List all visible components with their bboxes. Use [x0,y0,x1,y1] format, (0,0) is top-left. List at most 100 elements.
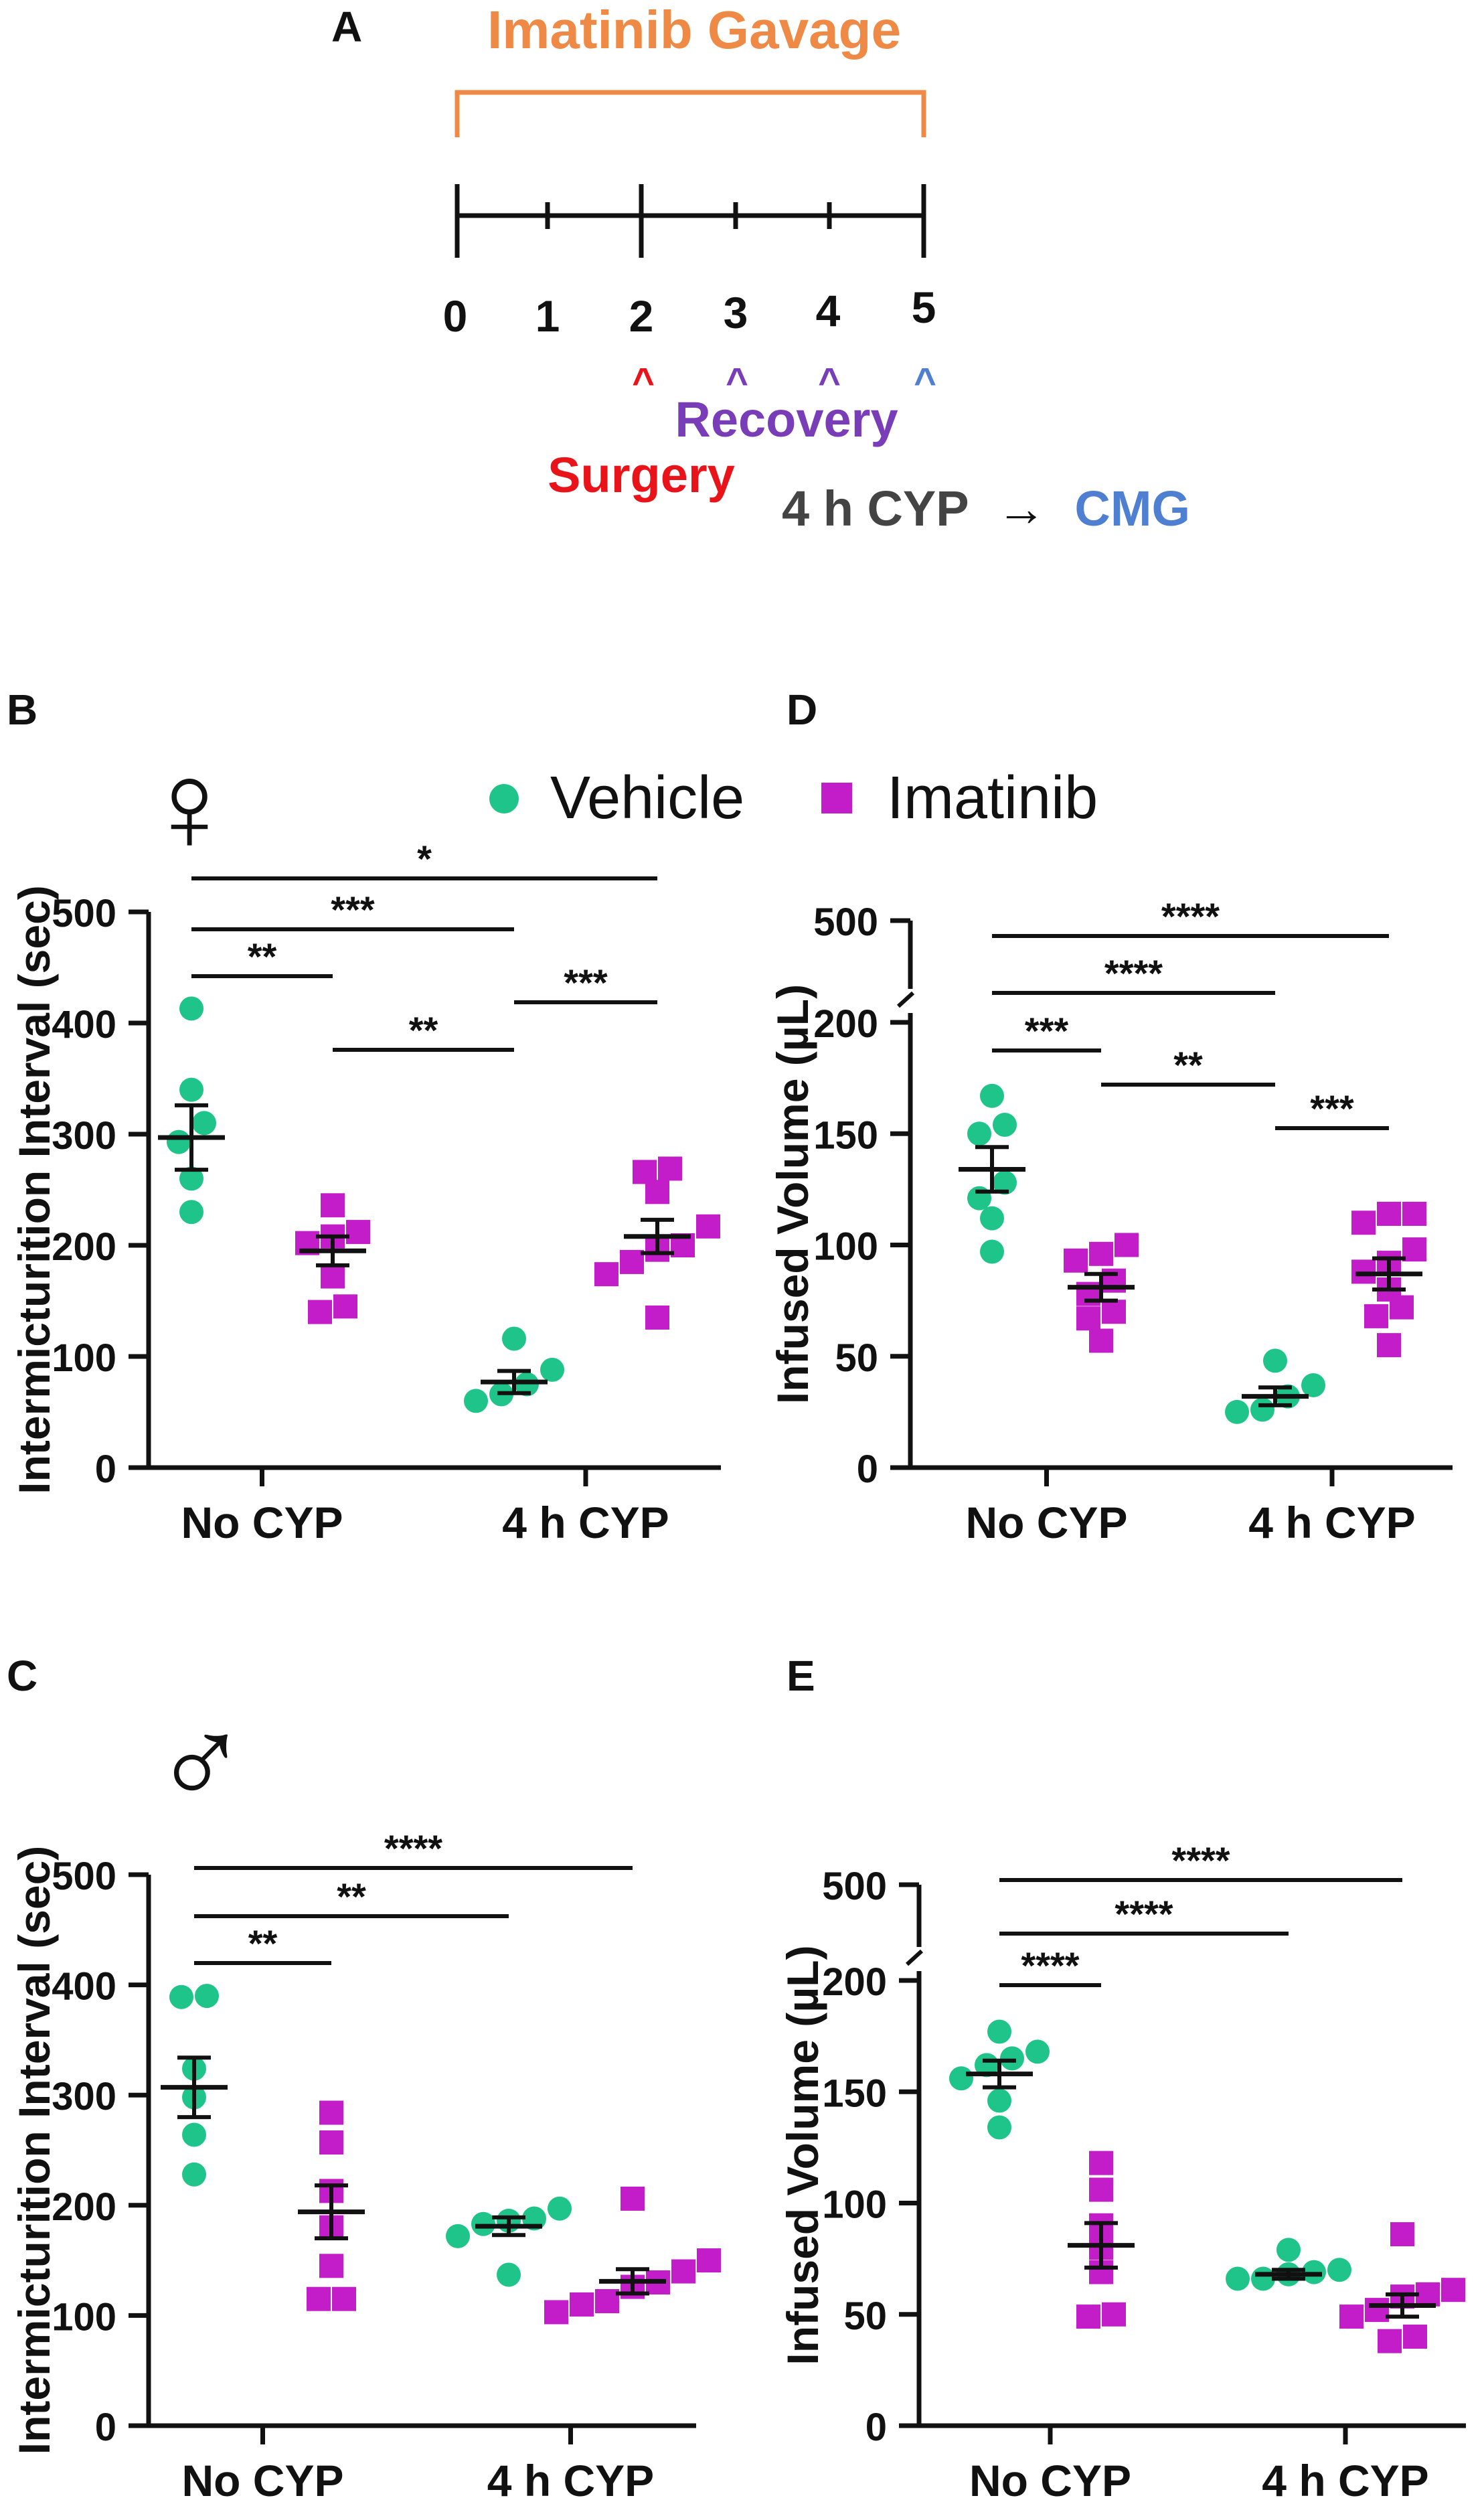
imatinib-point [308,1300,332,1324]
imatinib-point [620,1249,644,1274]
y-tick-label: 0 [95,2406,116,2449]
vehicle-point [540,1357,564,1382]
vehicle-point [502,1326,526,1351]
significance-label: *** [1025,1010,1069,1052]
recovery-caret: ^ [726,360,748,404]
significance-label: ** [248,1922,278,1964]
y-tick-label: 50 [835,1336,878,1380]
imatinib-point [1416,2282,1440,2307]
day-label: 3 [724,288,748,337]
legend-imatinib-marker [821,783,852,813]
y-tick-label: 200 [52,1225,116,1269]
y-tick-label: 0 [857,1448,878,1491]
significance-label: **** [384,1827,442,1869]
significance-label: **** [1161,895,1220,937]
vehicle-point [1025,2039,1050,2064]
imatinib-point [1377,1201,1401,1226]
imatinib-point [346,1220,370,1245]
gavage-title: Imatinib Gavage [487,0,901,60]
imatinib-point [1365,2298,1389,2323]
x-category-label: No CYP [969,2456,1131,2498]
significance-label: ** [337,1875,366,1918]
vehicle-point [1226,2266,1250,2291]
vehicle-point [1276,2238,1301,2262]
y-tick-label: 100 [52,1336,116,1380]
y-break-tick-label: 500 [822,1865,887,1908]
x-category-label: No CYP [181,1498,343,1547]
vehicle-point [195,1984,219,2009]
legend-vehicle-marker [489,784,519,813]
recovery-label: Recovery [675,392,898,447]
imatinib-point [1390,2222,1414,2247]
vehicle-point [182,2162,206,2187]
imatinib-point [333,1294,357,1319]
y-tick-label: 150 [813,1113,878,1157]
x-category-label: 4 h CYP [502,1498,669,1547]
imatinib-point [1089,1328,1113,1353]
imatinib-point [621,2186,645,2211]
imatinib-point [696,1214,720,1239]
y-tick-label: 100 [813,1225,878,1269]
vehicle-point [167,1129,191,1154]
imatinib-point [307,2286,331,2311]
vehicle-point [980,1206,1004,1231]
vehicle-point [548,2196,572,2221]
y-tick-label: 400 [52,1003,116,1046]
y-tick-label: 500 [52,892,116,935]
significance-label: *** [564,961,608,1004]
vehicle-point [1251,2266,1275,2291]
vehicle-point [949,2066,973,2091]
significance-label: *** [1310,1087,1354,1129]
significance-label: *** [331,888,375,931]
y-tick-label: 100 [822,2183,887,2227]
significance-label: ** [248,935,277,978]
gavage-bracket [455,90,926,137]
y-tick-label: 400 [52,1965,116,2009]
panel-e-letter: E [787,1652,815,1700]
vehicle-point [980,1083,1004,1108]
day-labels: 0 1 2 3 4 5 [443,283,936,341]
significance-label: **** [1104,952,1163,994]
vehicle-point [1263,1348,1287,1373]
panel-d-letter: D [787,686,817,734]
imatinib-point [1351,1211,1376,1235]
imatinib-point [645,1305,669,1330]
vehicle-point [1301,1373,1325,1397]
imatinib-point [1364,1304,1388,1328]
vehicle-point [1000,2046,1024,2071]
imatinib-point [1089,2177,1113,2202]
panel-a-letter: A [331,3,362,51]
vehicle-point [987,2019,1011,2044]
cyp-label: 4 h CYP [782,481,968,536]
imatinib-point [332,2286,356,2311]
y-tick-label: 0 [865,2406,887,2449]
imatinib-point [1115,1233,1139,1257]
imatinib-point [570,2292,594,2317]
surgery-label: Surgery [548,447,735,503]
significance-label: **** [1171,1839,1230,1881]
x-category-label: 4 h CYP [1248,1498,1415,1547]
vehicle-point [169,1984,193,2009]
imatinib-point [671,2259,695,2284]
x-category-label: 4 h CYP [487,2456,654,2498]
imatinib-point [1378,2329,1402,2353]
y-axis-label: Infused Volume (µL) [768,984,817,1404]
timeline-ticks [455,184,926,258]
significance-label: ** [1173,1044,1203,1086]
panel-letters: B D C E [7,686,817,1700]
imatinib-point [1102,1300,1126,1324]
imatinib-point [1102,2302,1126,2327]
vehicle-point [179,1077,203,1102]
day-label: 4 [816,286,841,335]
y-tick-label: 50 [843,2294,887,2338]
surgery-caret: ^ [632,360,655,404]
y-tick-label: 100 [52,2295,116,2339]
panel-c-letter: C [7,1652,37,1700]
vehicle-point [967,1121,991,1146]
y-tick-label: 200 [52,2185,116,2229]
vehicle-point [179,996,203,1021]
